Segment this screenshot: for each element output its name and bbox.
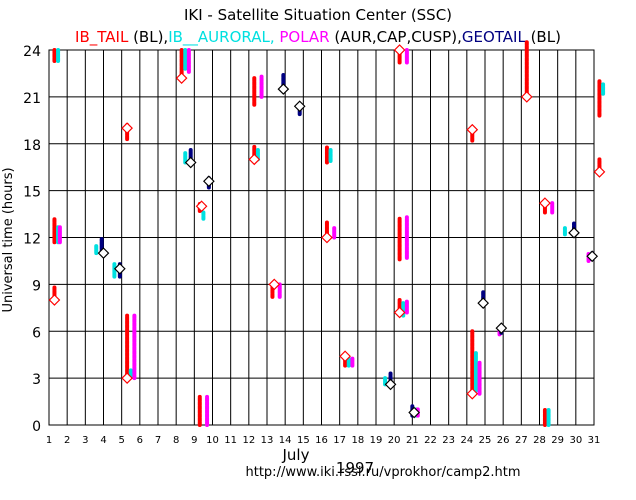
x-tick-label: 15 [297,435,310,446]
legend-part: GEOTAIL [462,28,527,46]
event-marker [114,262,126,275]
x-tick-label: 24 [460,435,473,446]
x-tick-label: 18 [351,435,364,446]
x-tick-label: 8 [173,435,179,446]
x-axis-year: 1997 [336,459,374,477]
x-tick-label: 1 [46,435,52,446]
event-marker [520,91,533,103]
y-axis-label: Universal time (hours) [1,167,16,312]
event-marker [203,175,215,188]
legend-part: POLAR [275,28,330,46]
event-marker [48,294,61,306]
x-tick-label: 2 [64,435,70,446]
x-tick-label: 30 [569,435,582,446]
event-marker [586,250,599,263]
x-tick-label: 16 [315,435,328,446]
x-tick-label: 5 [118,435,124,446]
legend-part: (AUR,CAP,CUSP), [330,28,462,46]
x-tick-label: 23 [442,435,455,446]
x-tick-label: 19 [370,435,383,446]
event-marker [466,387,479,400]
x-tick-label: 13 [261,435,274,446]
event-marker [121,122,133,134]
y-tick-label: 18 [23,138,41,154]
chart-title: IKI - Satellite Situation Center (SSC) [184,6,452,24]
event-marker [97,247,110,259]
x-tick-label: 6 [137,435,143,446]
x-axis-month: July [282,446,310,464]
y-tick-label: 12 [23,232,41,248]
x-tick-label: 11 [224,435,237,446]
x-tick-label: 21 [406,435,419,446]
y-tick-label: 0 [32,419,41,435]
x-tick-label: 29 [551,435,564,446]
y-tick-label: 3 [32,372,41,388]
event-marker [321,231,333,244]
legend-part: (BL) [526,28,561,46]
y-tick-label: 21 [23,91,41,107]
legend-part: IB_TAIL [75,28,129,47]
plot-area: 1 2 3 4 5 6 7 8 9 10 11 12 13 14 15 16 17 18 19 20 21 22 23 24 2… [23,40,606,446]
event-marker [248,153,261,166]
y-tick-label: 6 [32,325,41,341]
event-marker [408,406,420,419]
event-marker [195,200,208,213]
event-marker [495,322,508,334]
y-tick-label: 24 [23,44,41,60]
x-tick-label: 31 [588,435,601,446]
event-marker [121,372,133,384]
event-marker [568,226,580,239]
x-tick-label: 26 [497,435,510,446]
x-tick-label: 7 [155,435,161,446]
legend-part: (BL), [128,28,168,46]
event-marker [393,44,406,56]
event-marker [477,297,490,309]
x-tick-label: 27 [515,435,528,446]
x-tick-label: 4 [100,435,106,446]
event-marker [339,350,351,363]
x-tick-label: 3 [82,435,88,446]
event-marker [175,72,188,84]
x-tick-label: 20 [388,435,401,446]
x-tick-label: 28 [533,435,546,446]
event-marker [184,156,197,169]
chart-legend: IB_TAIL (BL),IB__AURORAL, POLAR (AUR,CAP… [75,28,561,47]
x-tick-label: 12 [242,435,255,446]
event-marker [277,83,290,95]
event-marker [466,123,479,136]
event-marker [293,100,306,113]
y-tick-label: 15 [23,185,41,201]
x-tick-label: 10 [206,435,219,446]
event-marker [268,278,281,291]
x-tick-label: 14 [279,435,292,446]
x-tick-label: 22 [424,435,437,446]
event-marker [539,197,551,209]
source-url: http://www.iki.rssi.ru/vprokhor/camp2.ht… [246,465,521,480]
event-marker [593,166,606,178]
x-tick-label: 17 [333,435,346,446]
legend-part: IB__AURORAL, [168,28,274,47]
event-marker [393,306,406,319]
event-marker [384,378,397,391]
x-tick-label: 25 [479,435,492,446]
y-tick-label: 9 [32,278,41,294]
x-tick-label: 9 [191,435,197,446]
